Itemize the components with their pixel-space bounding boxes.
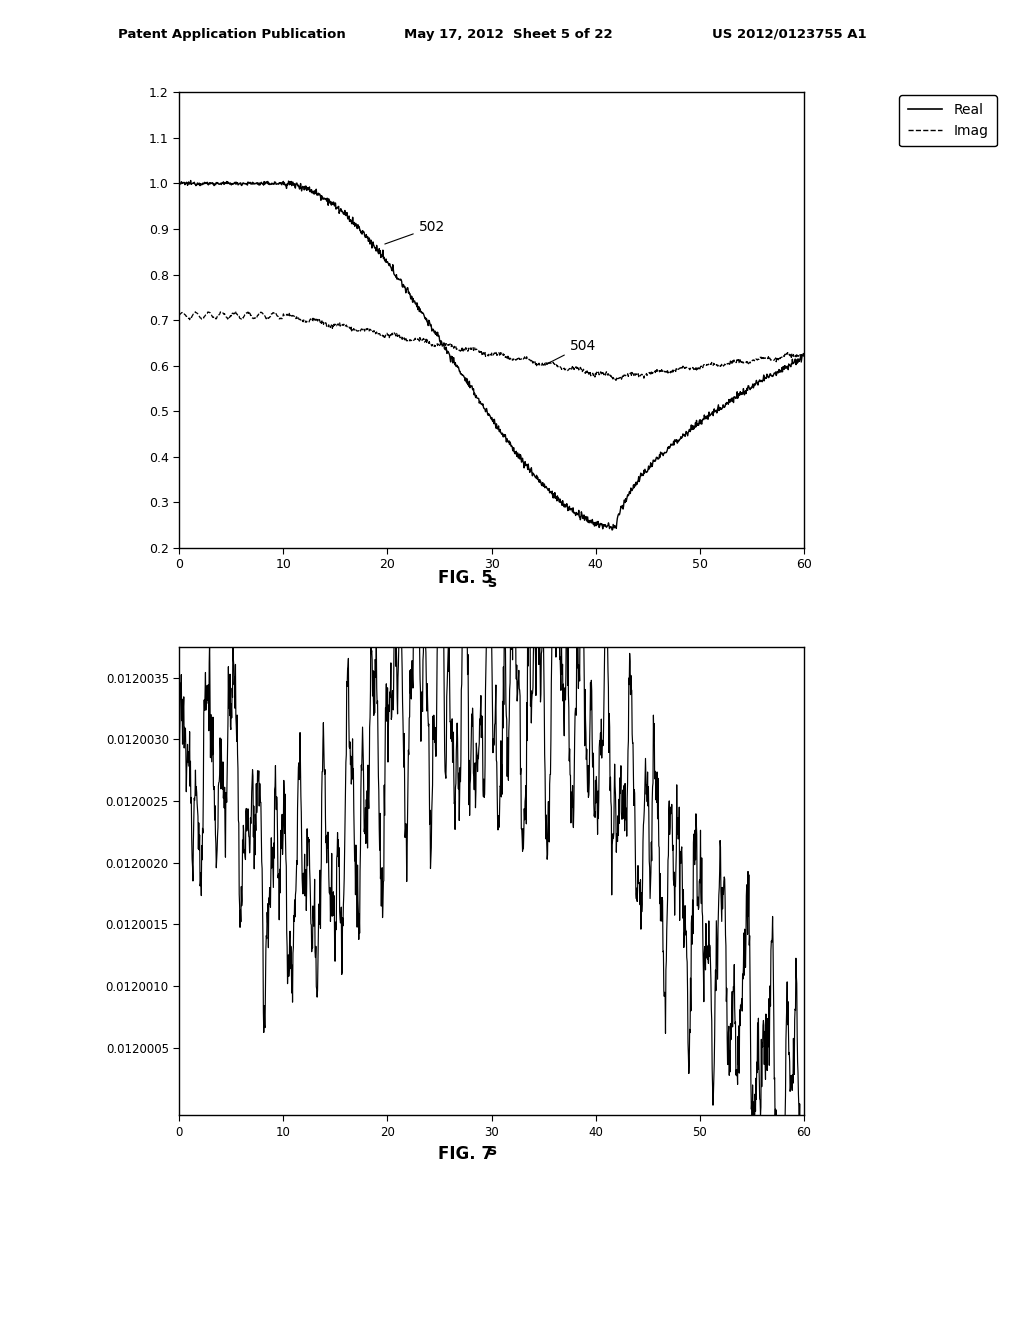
Text: FIG. 5: FIG. 5 — [438, 569, 494, 587]
Text: 504: 504 — [546, 339, 596, 364]
Text: 502: 502 — [385, 220, 444, 244]
Text: FIG. 7: FIG. 7 — [438, 1144, 494, 1163]
X-axis label: s: s — [487, 576, 496, 590]
Text: US 2012/0123755 A1: US 2012/0123755 A1 — [712, 28, 866, 41]
Text: May 17, 2012  Sheet 5 of 22: May 17, 2012 Sheet 5 of 22 — [404, 28, 613, 41]
Legend: Real, Imag: Real, Imag — [899, 95, 996, 147]
Text: Patent Application Publication: Patent Application Publication — [118, 28, 345, 41]
X-axis label: s: s — [487, 1143, 496, 1158]
